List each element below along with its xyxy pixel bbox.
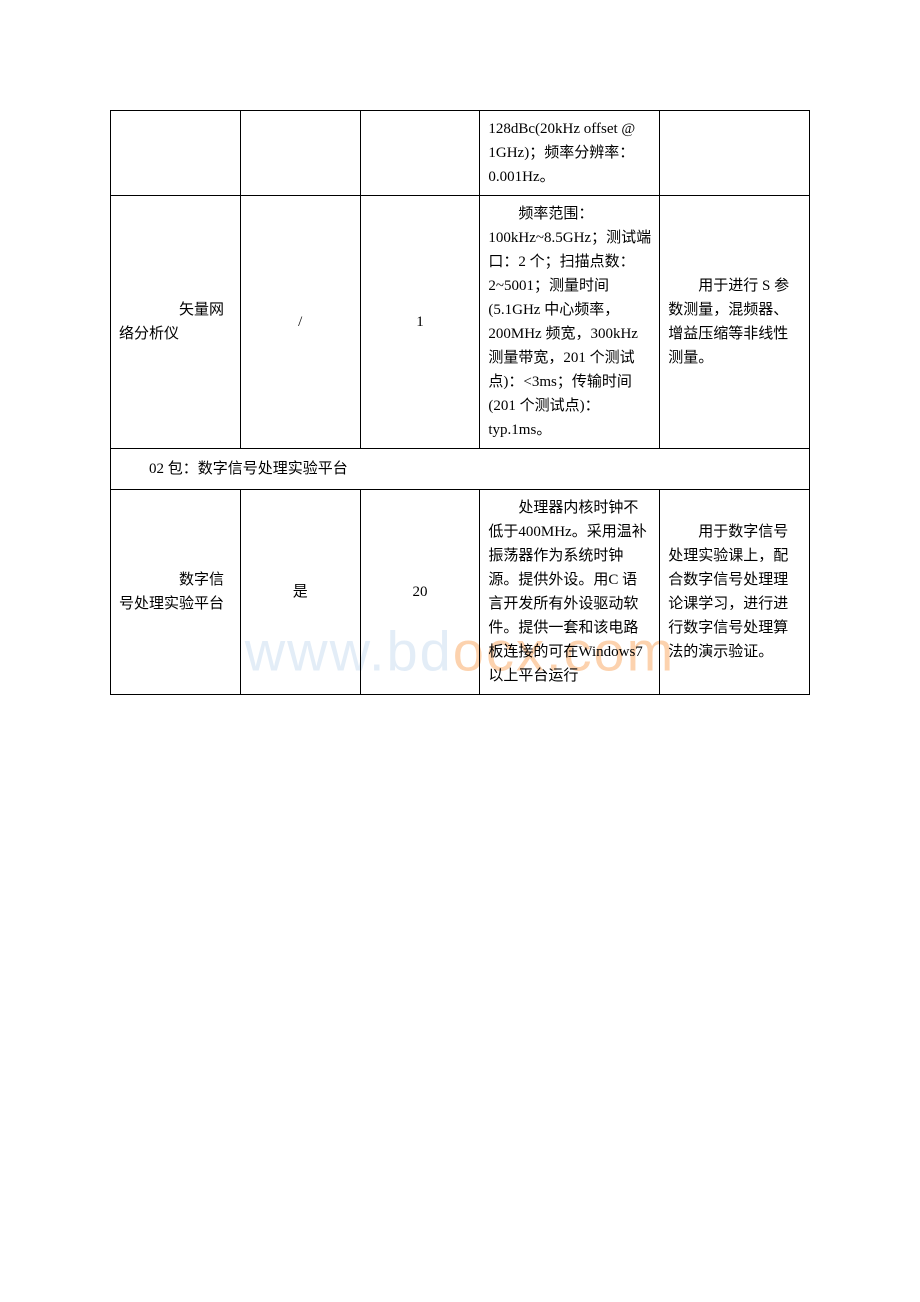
cell-use: 用于数字信号处理实验课上，配合数字信号处理理论课学习，进行进行数字信号处理算法的… (660, 490, 810, 695)
cell-use (660, 111, 810, 196)
cell-qty (360, 111, 480, 196)
cell-brand: 是 (240, 490, 360, 695)
table-row: 128dBc(20kHz offset @ 1GHz)；频率分辨率：0.001H… (111, 111, 810, 196)
cell-name: 数字信号处理实验平台 (111, 490, 241, 695)
cell-qty: 1 (360, 196, 480, 449)
table-row: 数字信号处理实验平台 是 20 处理器内核时钟不低于400MHz。采用温补振荡器… (111, 490, 810, 695)
cell-spec: 处理器内核时钟不低于400MHz。采用温补振荡器作为系统时钟源。提供外设。用C … (480, 490, 660, 695)
table-row: 矢量网络分析仪 / 1 频率范围：100kHz~8.5GHz；测试端口：2 个；… (111, 196, 810, 449)
equipment-table: 128dBc(20kHz offset @ 1GHz)；频率分辨率：0.001H… (110, 110, 810, 695)
section-header: 02 包：数字信号处理实验平台 (111, 449, 810, 490)
cell-spec: 128dBc(20kHz offset @ 1GHz)；频率分辨率：0.001H… (480, 111, 660, 196)
cell-brand: / (240, 196, 360, 449)
cell-qty: 20 (360, 490, 480, 695)
table-section-row: 02 包：数字信号处理实验平台 (111, 449, 810, 490)
cell-use: 用于进行 S 参数测量，混频器、增益压缩等非线性测量。 (660, 196, 810, 449)
cell-name (111, 111, 241, 196)
cell-name: 矢量网络分析仪 (111, 196, 241, 449)
cell-spec: 频率范围：100kHz~8.5GHz；测试端口：2 个；扫描点数：2~5001；… (480, 196, 660, 449)
cell-brand (240, 111, 360, 196)
